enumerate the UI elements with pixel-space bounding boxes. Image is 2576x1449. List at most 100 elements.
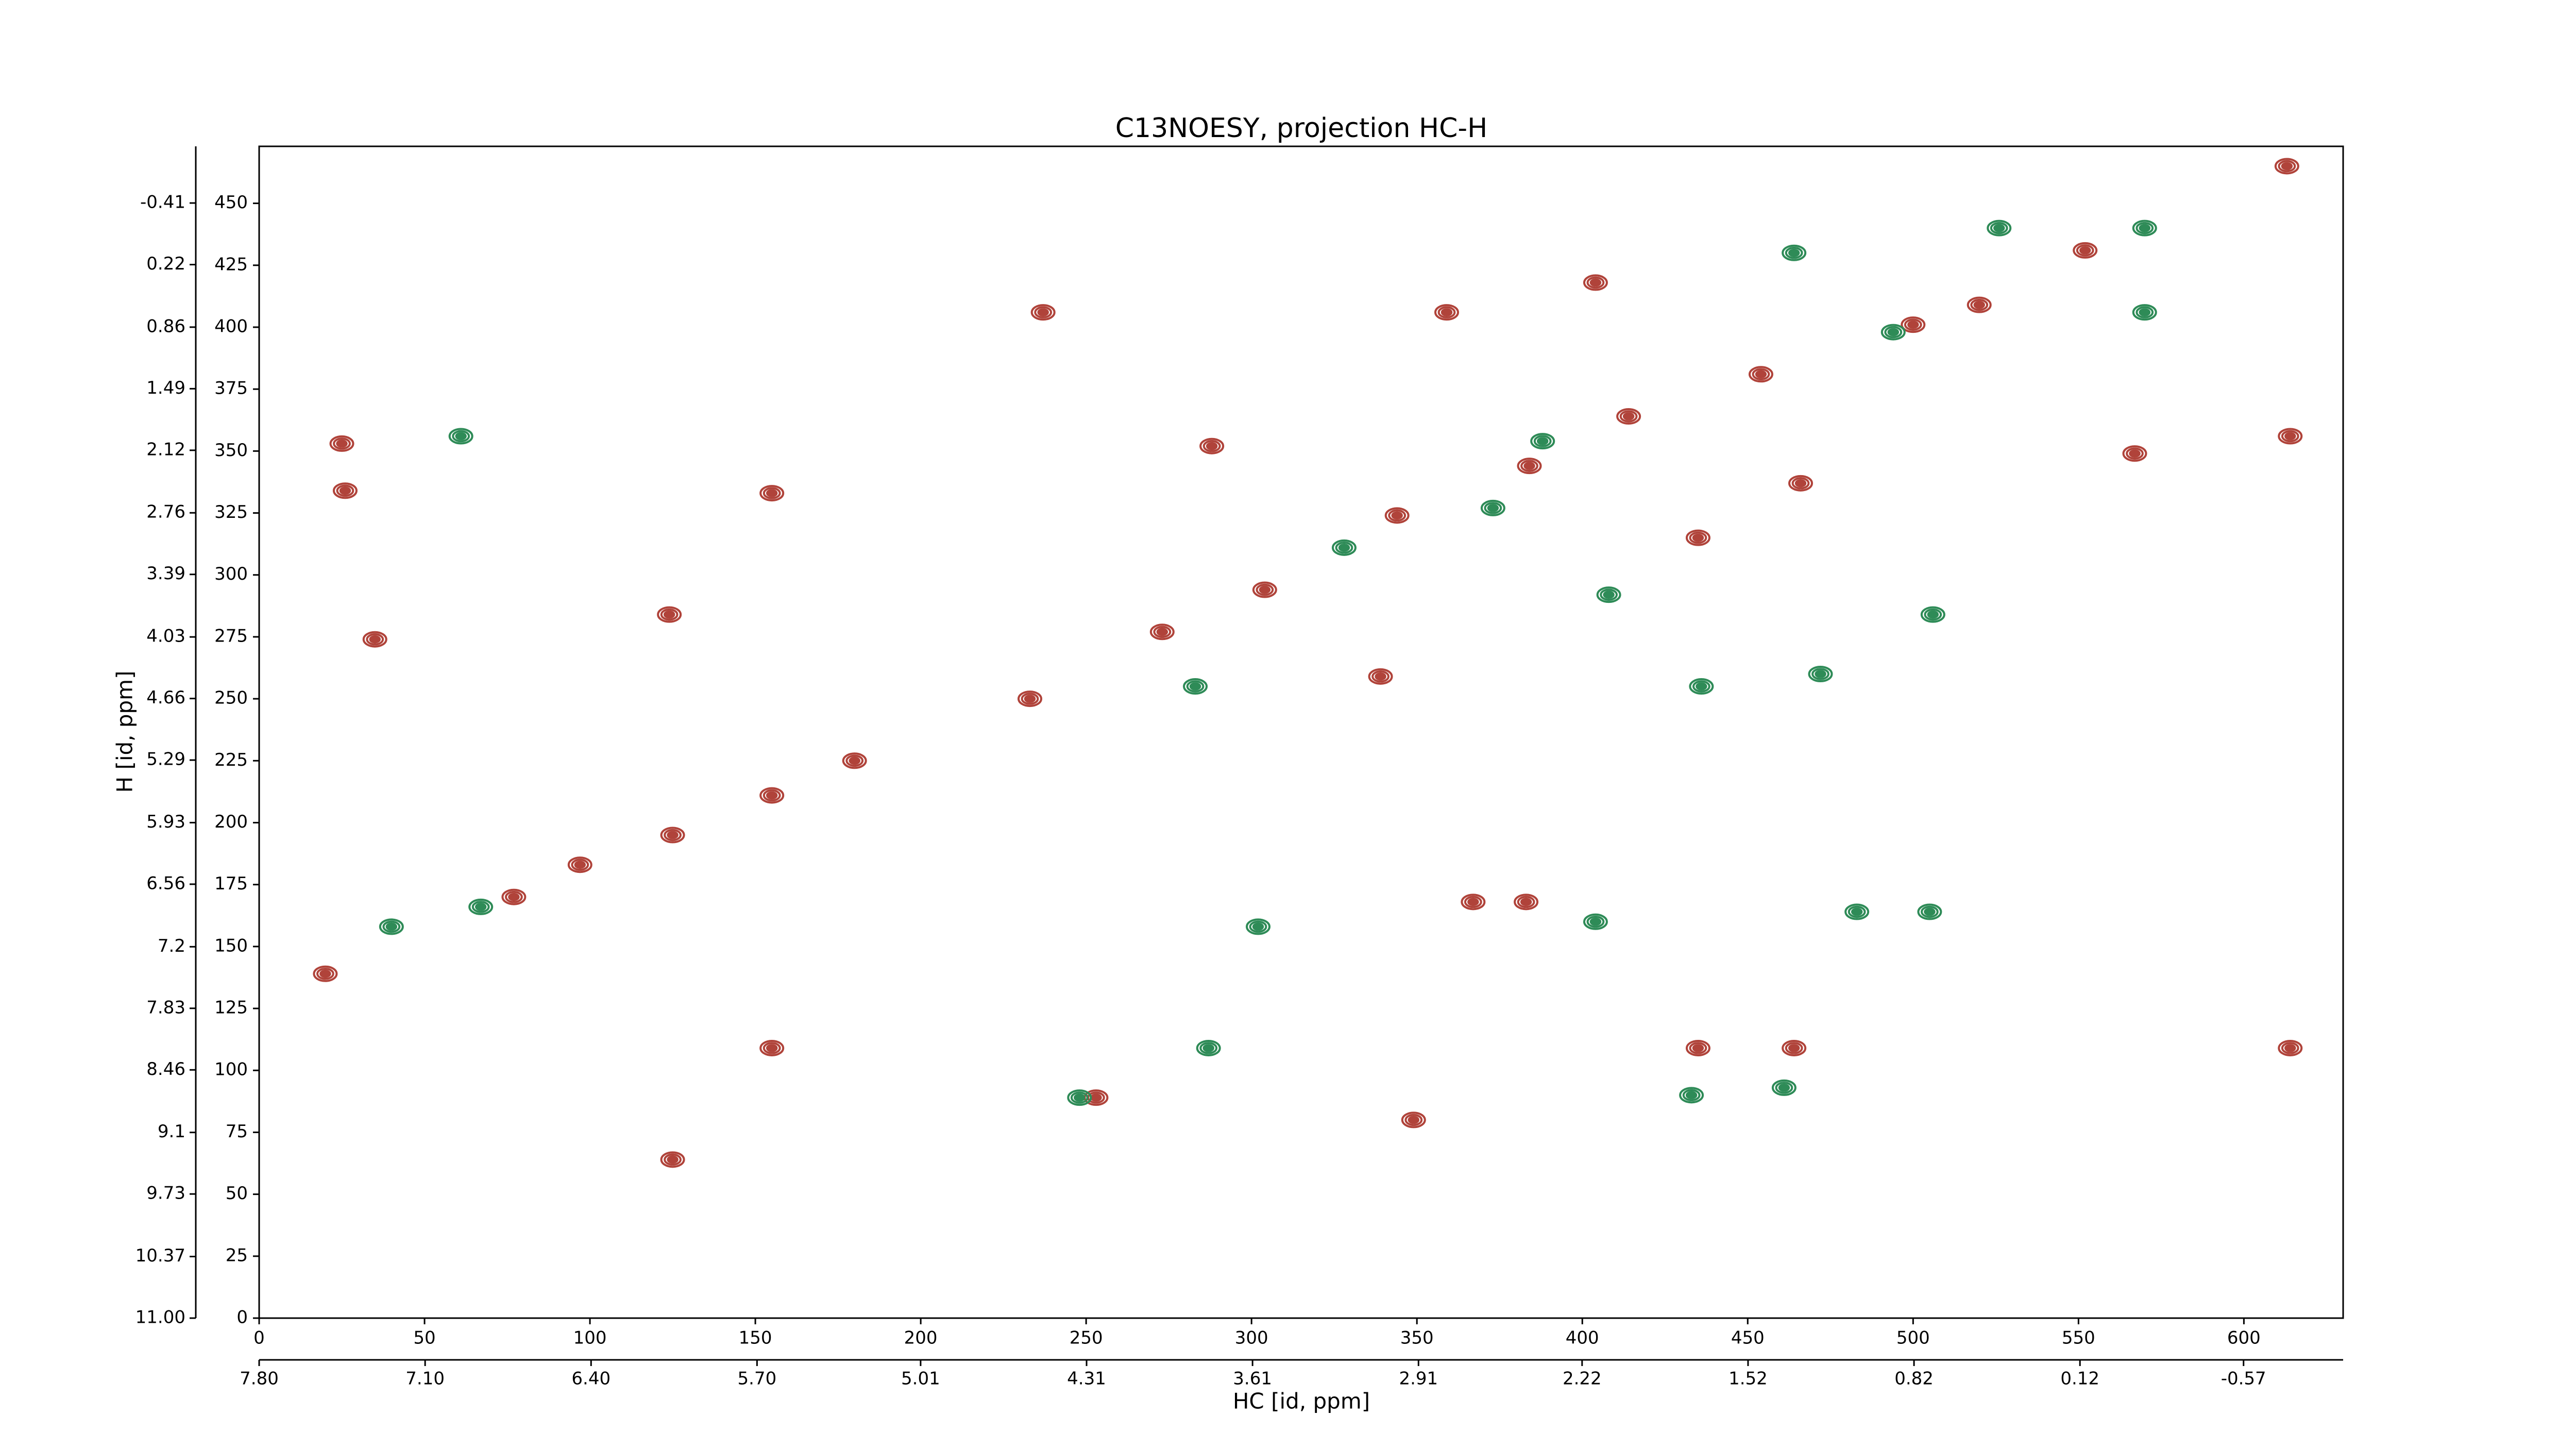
contour-ring xyxy=(2281,162,2293,171)
peak xyxy=(2122,445,2147,462)
contour-ring xyxy=(1202,440,1221,452)
contour-ring xyxy=(2079,246,2091,255)
contour-ring xyxy=(1586,915,1605,928)
contour-ring xyxy=(660,1151,685,1168)
contour-ring xyxy=(1520,898,1532,906)
x-tick-label: 100 xyxy=(573,1328,607,1349)
contour-ring xyxy=(1685,529,1710,546)
contour-ring xyxy=(1794,479,1807,487)
peak xyxy=(1461,894,1486,911)
contour-ring xyxy=(1408,1116,1420,1124)
contour-ring xyxy=(1437,306,1456,318)
contour-ring xyxy=(471,901,490,913)
peak xyxy=(1748,366,1773,383)
y-tick-label: 375 xyxy=(214,378,248,399)
contour-ring xyxy=(1335,542,1353,554)
y-axis-label: H [id, ppm] xyxy=(112,671,138,793)
contour-ring xyxy=(667,831,679,839)
contour-ring xyxy=(1848,905,1866,918)
contour-ring xyxy=(1990,222,2008,234)
peak xyxy=(1685,529,1710,546)
contour-ring xyxy=(1589,917,1602,926)
x2-tick-label: 0.12 xyxy=(2060,1369,2099,1389)
peak xyxy=(1583,913,1608,930)
contour-ring xyxy=(1401,1111,1426,1128)
contour-ring xyxy=(1904,318,1922,331)
contour-ring xyxy=(1791,477,1810,490)
chart-title: C13NOESY, projection HC-H xyxy=(1115,113,1488,144)
contour-ring xyxy=(2284,432,2296,441)
contour-ring xyxy=(2139,308,2151,316)
contour-ring xyxy=(1196,1039,1221,1056)
contour-ring xyxy=(2129,449,2141,458)
contour-ring xyxy=(1375,672,1386,681)
y2-tick-label: 9.73 xyxy=(146,1183,185,1204)
contour-ring xyxy=(571,858,589,871)
peak xyxy=(1067,1089,1092,1106)
contour-ring xyxy=(313,965,338,982)
contour-ring xyxy=(660,608,679,621)
y2-tick-label: 4.66 xyxy=(146,687,185,708)
x2-tick-label: 1.52 xyxy=(1728,1369,1768,1389)
contour-ring xyxy=(1189,682,1201,690)
peak xyxy=(313,965,338,982)
peak xyxy=(2278,428,2303,445)
peak xyxy=(1331,539,1357,556)
peak xyxy=(1583,274,1608,291)
contour-ring xyxy=(1788,248,1800,257)
contour-ring xyxy=(1782,244,1807,261)
peak xyxy=(2132,220,2157,237)
peak xyxy=(1196,1039,1221,1056)
peak xyxy=(1685,1039,1710,1056)
y-tick-label: 175 xyxy=(214,873,248,894)
contour-ring xyxy=(1070,1091,1089,1104)
peak xyxy=(660,827,685,844)
contour-ring xyxy=(1199,1042,1218,1054)
contour-ring xyxy=(1583,913,1608,930)
y2-tick-label: 10.37 xyxy=(135,1245,185,1266)
contour-ring xyxy=(1696,682,1707,690)
peak xyxy=(1246,918,1271,935)
y2-tick-label: 5.93 xyxy=(146,812,185,832)
contour-ring xyxy=(1685,1091,1698,1100)
peak xyxy=(1844,903,1870,920)
contour-ring xyxy=(1682,1089,1701,1102)
contour-ring xyxy=(474,903,487,911)
x2-tick-label: -0.57 xyxy=(2221,1369,2266,1389)
y2-tick-label: 4.03 xyxy=(146,626,185,647)
contour-ring xyxy=(766,1044,778,1052)
y-tick-label: 75 xyxy=(226,1121,248,1142)
contour-ring xyxy=(663,610,675,619)
peak xyxy=(759,787,785,804)
y2-tick-label: 5.29 xyxy=(146,749,185,770)
contour-ring xyxy=(1692,680,1710,693)
x-tick-label: 300 xyxy=(1235,1328,1268,1349)
y-tick-label: 425 xyxy=(214,254,248,275)
contour-ring xyxy=(1434,304,1460,321)
contour-ring xyxy=(762,789,781,802)
contour-ring xyxy=(339,486,351,495)
contour-ring xyxy=(759,1039,785,1056)
y2-tick-label: 0.22 xyxy=(146,254,185,274)
contour-ring xyxy=(1622,412,1635,420)
peak xyxy=(1987,220,2012,237)
contour-ring xyxy=(448,428,473,445)
peak xyxy=(468,898,494,915)
y2-tick-label: 8.46 xyxy=(146,1059,185,1080)
contour-ring xyxy=(1603,591,1615,599)
peak xyxy=(1199,437,1225,454)
x-tick-label: 600 xyxy=(2227,1328,2261,1349)
contour-ring xyxy=(2284,1044,2296,1052)
y2-tick-label: 2.12 xyxy=(146,439,185,460)
contour-ring xyxy=(1183,678,1208,695)
contour-ring xyxy=(1391,511,1403,520)
contour-ring xyxy=(1586,276,1605,289)
y-tick-label: 25 xyxy=(226,1245,248,1266)
contour-ring xyxy=(574,861,586,869)
peak xyxy=(1880,324,1906,341)
contour-ring xyxy=(1748,366,1773,383)
contour-ring xyxy=(762,487,781,499)
x2-tick-label: 3.61 xyxy=(1233,1369,1272,1389)
contour-ring xyxy=(766,791,778,800)
